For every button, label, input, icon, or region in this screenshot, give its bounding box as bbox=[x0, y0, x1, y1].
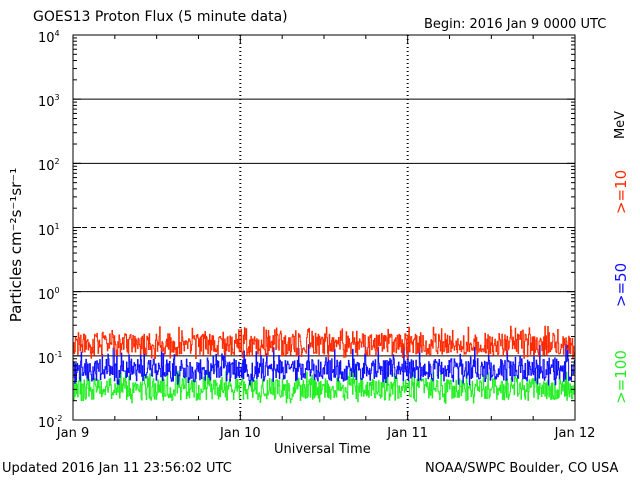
chart-title: GOES13 Proton Flux (5 minute data) bbox=[33, 9, 288, 25]
begin-time: Begin: 2016 Jan 9 0000 UTC bbox=[424, 17, 607, 32]
series-lines bbox=[73, 325, 576, 404]
y-axis-label: Particles cm⁻²s⁻¹sr⁻¹ bbox=[7, 167, 25, 323]
y-tick-label: 10-1 bbox=[38, 349, 63, 367]
y-tick-label: 103 bbox=[38, 93, 60, 111]
series-line-ge10 bbox=[73, 325, 576, 360]
x-tick-label: Jan 10 bbox=[219, 426, 261, 441]
x-tick-label: Jan 12 bbox=[554, 426, 596, 441]
legend-ge10: >=10 bbox=[612, 169, 630, 215]
x-axis-label: Universal Time bbox=[274, 442, 371, 457]
y-tick-label: 10-2 bbox=[38, 414, 63, 431]
x-tick-label: Jan 9 bbox=[56, 426, 90, 441]
y-tick-label: 104 bbox=[38, 29, 60, 46]
y-tick-label: 100 bbox=[38, 285, 60, 303]
legend-unit-mev: MeV bbox=[613, 110, 628, 140]
updated-time: Updated 2016 Jan 11 23:56:02 UTC bbox=[2, 461, 232, 476]
y-tick-label: 101 bbox=[38, 221, 60, 239]
series-line-ge50 bbox=[73, 344, 576, 386]
y-tick-label: 102 bbox=[38, 157, 60, 175]
x-axis-ticks bbox=[72, 35, 576, 420]
legend-ge100: >=100 bbox=[612, 350, 630, 404]
x-tick-label: Jan 11 bbox=[387, 426, 429, 441]
source-credit: NOAA/SWPC Boulder, CO USA bbox=[425, 461, 619, 476]
y-axis-ticks bbox=[73, 34, 575, 421]
series-line-ge100 bbox=[73, 369, 576, 404]
legend-ge50: >=50 bbox=[612, 262, 630, 308]
